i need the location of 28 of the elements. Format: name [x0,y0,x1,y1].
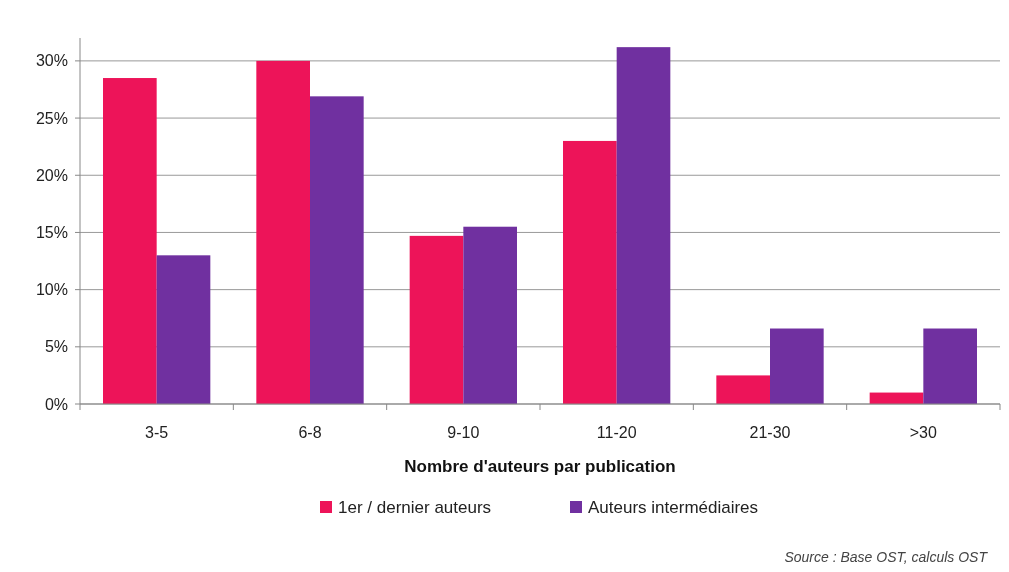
bar [256,60,310,404]
bar [103,78,157,404]
bar [409,235,464,404]
x-tick-label: 6-8 [298,424,322,441]
y-tick-label: 5% [44,338,68,356]
y-tick-label: 25% [35,109,68,127]
bar [770,328,824,404]
legend-label: 1er / dernier auteurs [338,498,492,517]
bar [563,140,617,404]
x-tick-label: 3-5 [145,424,169,441]
bar [463,226,517,404]
legend-label: Auteurs intermédiaires [588,498,759,517]
y-tick-label: 20% [35,166,68,184]
y-tick-label: 0% [44,395,68,413]
x-tick-label: >30 [909,424,938,441]
x-tick-label: 9-10 [447,424,480,441]
x-axis-title: Nombre d'auteurs par publication [404,457,676,476]
source-note: Source : Base OST, calculs OST [784,549,989,565]
bar [716,375,770,404]
x-tick-label: 11-20 [596,424,637,441]
bar [923,328,977,404]
x-tick-label: 21-30 [749,424,791,441]
y-tick-label: 30% [35,52,68,70]
bar [616,47,671,404]
y-tick-label: 15% [35,224,68,242]
y-tick-label: 10% [35,281,68,299]
bar [310,96,364,404]
bar [156,255,211,404]
